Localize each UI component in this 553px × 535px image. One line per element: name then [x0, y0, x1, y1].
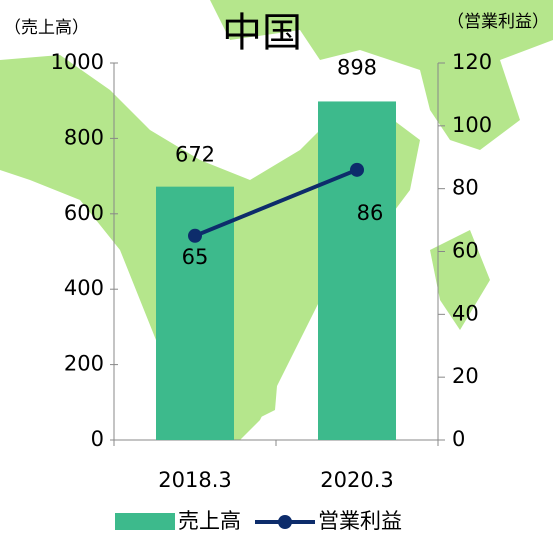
x-tick-label: 2018.3: [158, 468, 231, 492]
data-label: 86: [357, 201, 384, 225]
y-axis-label: （売上高）: [4, 18, 89, 38]
line: [194, 167, 358, 238]
y-tick-label: 200: [64, 352, 104, 376]
y2-tick-label: 60: [452, 239, 479, 263]
x-tick-label: 2020.3: [320, 468, 393, 492]
y2-tick-label: 120: [452, 50, 492, 74]
legend-label: 売上高: [178, 509, 241, 533]
legend-marker: [278, 515, 292, 529]
line-marker: [188, 228, 202, 243]
line-marker: [350, 162, 364, 177]
chart-title: 中国: [222, 10, 302, 56]
y2-tick-label: 0: [452, 427, 465, 451]
data-label: 672: [175, 143, 215, 167]
y2-axis-label: （営業利益）: [447, 12, 549, 32]
data-label: 898: [337, 55, 377, 79]
data-label: 65: [182, 245, 209, 269]
y-tick-label: 800: [64, 125, 104, 149]
legend-label: 営業利益: [318, 509, 402, 533]
y-tick-label: 400: [64, 276, 104, 300]
bar: [318, 101, 396, 440]
y2-tick-label: 40: [452, 301, 479, 325]
y2-tick-label: 80: [452, 176, 479, 200]
y-tick-label: 1000: [51, 50, 104, 74]
y2-tick-label: 100: [452, 113, 492, 137]
legend-swatch: [115, 513, 175, 530]
y-tick-label: 600: [64, 201, 104, 225]
y2-tick-label: 20: [452, 364, 479, 388]
y-tick-label: 0: [91, 427, 104, 451]
